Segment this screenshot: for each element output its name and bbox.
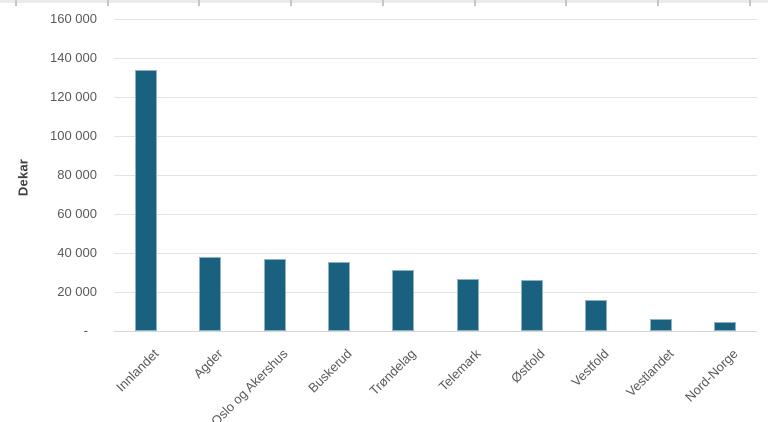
y-tick-label: 160 000	[50, 11, 97, 26]
y-tick-label: 60 000	[57, 206, 97, 221]
y-tick-label: 120 000	[50, 89, 97, 104]
gridline	[114, 214, 757, 215]
bar-agder	[199, 257, 221, 331]
bar-vestfold	[585, 300, 607, 331]
bar-nord-norge	[714, 322, 736, 331]
bar-vestlandet	[650, 319, 672, 331]
x-tick-label-innlandet: Innlandet	[113, 346, 162, 395]
top-border-tick	[290, 0, 292, 6]
y-tick-label: 20 000	[57, 284, 97, 299]
top-border-tick	[474, 0, 476, 6]
bar-innlandet	[135, 70, 157, 331]
x-tick-label-buskerud: Buskerud	[305, 346, 355, 396]
x-tick-label-telemark: Telemark	[435, 346, 484, 394]
bar-oslo-og-akershus	[264, 259, 286, 331]
top-border-tick	[382, 0, 384, 6]
x-tick-label-agder: Agder	[190, 346, 226, 382]
x-tick-label-nord-norge: Nord-Norge	[681, 346, 741, 405]
top-border-tick	[565, 0, 567, 6]
y-tick-label: 80 000	[57, 167, 97, 182]
top-border-tick	[198, 0, 200, 6]
bar-trøndelag	[392, 270, 414, 331]
top-border-tick	[749, 0, 751, 6]
gridline	[114, 136, 757, 137]
gridline	[114, 253, 757, 254]
gridline	[114, 292, 757, 293]
bar-buskerud	[328, 262, 350, 331]
gridline	[114, 175, 757, 176]
bar-telemark	[457, 279, 479, 331]
cropped-top-border	[0, 0, 768, 6]
x-tick-label-trøndelag: Trøndelag	[366, 346, 419, 399]
y-tick-label: 40 000	[57, 245, 97, 260]
gridline	[114, 58, 757, 59]
y-tick-label: -	[83, 323, 88, 338]
y-tick-label: 100 000	[50, 128, 97, 143]
gridline	[114, 19, 757, 20]
gridline	[114, 97, 757, 98]
top-border-tick	[657, 0, 659, 6]
top-border-tick	[107, 0, 109, 6]
x-tick-label-vestfold: Vestfold	[568, 346, 612, 390]
x-tick-label-østfold: Østfold	[507, 346, 548, 386]
top-border-tick	[15, 0, 17, 6]
x-tick-label-vestlandet: Vestlandet	[623, 346, 677, 400]
bar-østfold	[521, 280, 543, 331]
x-axis-line	[114, 331, 757, 332]
y-tick-label: 140 000	[50, 50, 97, 65]
